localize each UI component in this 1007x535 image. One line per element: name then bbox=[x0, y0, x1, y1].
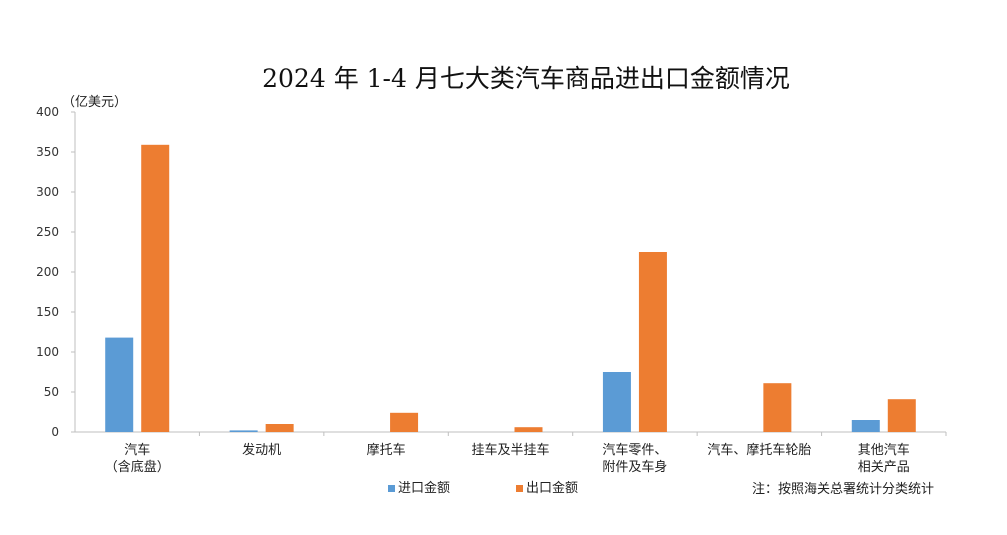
x-category-label: 相关产品 bbox=[858, 460, 910, 475]
x-category-label: （含底盘） bbox=[105, 459, 170, 475]
y-tick-label: 350 bbox=[36, 145, 59, 159]
x-category-label: 发动机 bbox=[242, 442, 281, 458]
bar-export-3 bbox=[514, 427, 543, 432]
legend-swatch-export bbox=[516, 485, 523, 492]
x-category-label: 汽车 bbox=[124, 442, 150, 458]
bar-import-1 bbox=[229, 430, 258, 432]
bar-export-4 bbox=[638, 252, 667, 432]
bar-export-0 bbox=[141, 144, 170, 433]
bar-import-0 bbox=[105, 337, 134, 432]
bar-import-6 bbox=[851, 420, 880, 432]
footnote: 注：按照海关总署统计分类统计 bbox=[752, 482, 934, 497]
y-tick-label: 0 bbox=[51, 425, 59, 439]
y-tick-label: 50 bbox=[44, 385, 59, 399]
bar-import-4 bbox=[602, 372, 631, 432]
y-tick-label: 150 bbox=[36, 305, 59, 319]
x-category-label: 其他汽车 bbox=[858, 442, 910, 458]
legend-label-export: 出口金额 bbox=[526, 480, 578, 496]
y-tick-label: 400 bbox=[36, 105, 59, 119]
legend: 进口金额 出口金额 bbox=[388, 480, 578, 496]
chart-title: 2024 年 1-4 月七大类汽车商品进出口金额情况 bbox=[262, 64, 790, 93]
x-category-label: 汽车零件、 bbox=[602, 442, 667, 458]
y-axis-unit-label: （亿美元） bbox=[62, 95, 127, 110]
x-category-label: 挂车及半挂车 bbox=[471, 442, 549, 458]
bars bbox=[105, 144, 916, 433]
bar-export-5 bbox=[763, 383, 792, 432]
y-tick-label: 200 bbox=[36, 265, 59, 279]
x-category-label: 汽车、摩托车轮胎 bbox=[707, 442, 811, 458]
bar-export-2 bbox=[390, 412, 419, 432]
legend-label-import: 进口金额 bbox=[398, 480, 450, 496]
y-tick-label: 250 bbox=[36, 225, 59, 239]
bar-export-6 bbox=[887, 399, 916, 432]
y-tick-label: 100 bbox=[36, 345, 59, 359]
x-category-label: 摩托车 bbox=[367, 442, 406, 458]
legend-swatch-import bbox=[388, 485, 395, 492]
y-tick-label: 300 bbox=[36, 185, 59, 199]
axes: 0 50 100 150 200 250 300 350 400 汽车（含底盘） 发动机 摩托车 挂车及… bbox=[36, 105, 947, 475]
x-category-label: 附件及车身 bbox=[602, 459, 667, 475]
bar-export-1 bbox=[265, 424, 294, 432]
